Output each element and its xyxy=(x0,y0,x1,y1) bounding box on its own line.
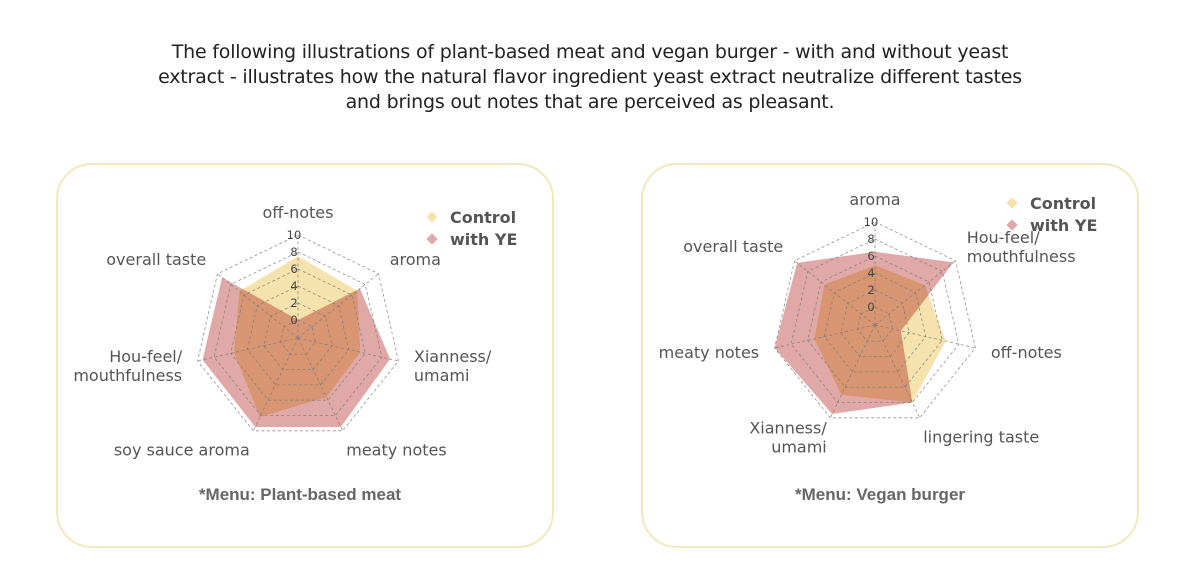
axis-label-line: soy sauce aroma xyxy=(114,441,250,460)
grid-spoke xyxy=(297,337,344,431)
grid-ring xyxy=(807,255,943,388)
axis-label-line: overall taste xyxy=(106,250,206,269)
grid-spoke xyxy=(197,337,299,362)
radar-chart-1: 0 2 4 6 8 10 aroma Hou-feel/mouthfulness off-not… xyxy=(659,190,1098,504)
axis-label: overall taste xyxy=(106,250,206,269)
tick-label: 0 xyxy=(290,313,297,327)
tick-label: 8 xyxy=(290,245,297,259)
legend-marker-icon xyxy=(426,211,438,223)
axis-label-line: umami xyxy=(414,366,470,385)
axis-label-line: lingering taste xyxy=(923,428,1039,447)
tick-label: 2 xyxy=(290,296,297,310)
intro-text: The following illustrations of plant-bas… xyxy=(158,41,1022,113)
axis-label-line: Xianness/ xyxy=(749,419,827,438)
grid-spoke xyxy=(874,260,956,326)
panel-vegan-burger xyxy=(641,163,1139,548)
grid-spoke xyxy=(829,324,876,418)
grid-ring xyxy=(790,238,960,403)
chart-caption: *Menu: Plant-based meat xyxy=(199,485,401,504)
legend-marker-icon xyxy=(1006,197,1018,209)
panel-plant-based-meat xyxy=(56,163,554,548)
axis-label-line: aroma xyxy=(390,250,441,269)
legend-label: Control xyxy=(450,208,516,227)
grid-ring xyxy=(213,251,383,416)
axis-label: soy sauce aroma xyxy=(114,441,250,460)
grid-spoke xyxy=(297,337,399,362)
series-control-area xyxy=(234,256,361,418)
tick-label: 4 xyxy=(290,279,297,293)
radar-chart-0: 0 2 4 6 8 10 off-notes aroma Xianness/umami meaty… xyxy=(73,203,517,504)
axis-label: meaty notes xyxy=(659,343,759,362)
axis-label-line: Hou-feel/ xyxy=(109,347,183,366)
axis-label-line: meaty notes xyxy=(346,441,446,460)
grid-ring xyxy=(840,289,910,357)
grid-spoke xyxy=(774,324,876,349)
axis-label-line: mouthfulness xyxy=(967,247,1076,266)
axis-label: off-notes xyxy=(263,203,334,222)
tick-label: 0 xyxy=(867,300,874,314)
tick-label: 6 xyxy=(867,249,874,263)
axis-label-line: Hou-feel/ xyxy=(967,228,1041,247)
axis-label: aroma xyxy=(390,250,441,269)
axis-label: Hou-feel/mouthfulness xyxy=(73,347,182,385)
grid-ring xyxy=(280,319,316,355)
grid-spoke xyxy=(794,260,876,326)
grid-ring xyxy=(230,268,366,401)
axis-label: Xianness/umami xyxy=(414,347,492,385)
grid-spoke xyxy=(874,324,976,349)
axis-label: Xianness/umami xyxy=(749,419,827,457)
grid-spoke xyxy=(874,324,921,418)
axis-label-line: overall taste xyxy=(683,237,783,256)
grid-spoke xyxy=(252,337,299,431)
axis-label-line: meaty notes xyxy=(659,343,759,362)
tick-label: 6 xyxy=(290,262,297,276)
axis-label-line: mouthfulness xyxy=(73,366,182,385)
tick-label: 4 xyxy=(867,266,874,280)
grid-ring xyxy=(263,302,333,370)
axis-label-line: off-notes xyxy=(263,203,334,222)
legend-label: with YE xyxy=(450,230,517,249)
axis-label: overall taste xyxy=(683,237,783,256)
axis-label: lingering taste xyxy=(923,428,1039,447)
tick-label: 8 xyxy=(867,232,874,246)
legend-label: with YE xyxy=(1030,216,1097,235)
axis-label-line: umami xyxy=(771,438,827,457)
series-control-area xyxy=(814,265,946,403)
axis-label-line: Xianness/ xyxy=(414,347,492,366)
axis-label: meaty notes xyxy=(346,441,446,460)
grid-ring xyxy=(857,306,893,342)
axis-label-line: aroma xyxy=(849,190,900,209)
legend-marker-icon xyxy=(1006,219,1018,231)
grid-spoke xyxy=(217,273,299,339)
tick-label: 2 xyxy=(867,283,874,297)
tick-label: 10 xyxy=(287,228,302,242)
chart-caption: *Menu: Vegan burger xyxy=(795,485,965,504)
legend-marker-icon xyxy=(426,233,438,245)
axis-label: aroma xyxy=(849,190,900,209)
legend-label: Control xyxy=(1030,194,1096,213)
tick-label: 10 xyxy=(864,215,879,229)
axis-label: off-notes xyxy=(991,343,1062,362)
axis-label: Hou-feel/mouthfulness xyxy=(967,228,1076,266)
grid-spoke xyxy=(297,273,379,339)
axis-label-line: off-notes xyxy=(991,343,1062,362)
